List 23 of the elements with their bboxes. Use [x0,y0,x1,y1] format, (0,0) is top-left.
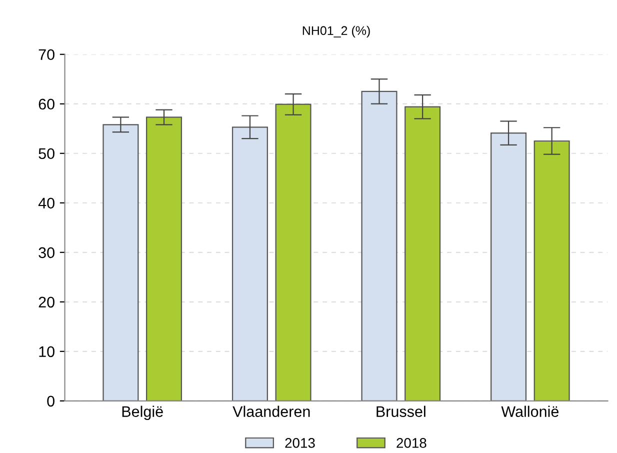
y-tick-label: 60 [38,98,54,110]
x-tick-label: België [122,406,163,420]
chart-title: NH01_2 (%) [302,26,370,38]
y-tick-label: 10 [39,346,54,358]
bar [490,132,527,401]
bar [275,104,312,401]
bar [232,126,268,401]
y-tick-label: 50 [38,148,54,160]
bar [404,106,441,401]
legend-label: 2018 [396,438,426,448]
bar [361,90,398,401]
x-tick-label: Vlaanderen [232,406,310,417]
x-tick-label: Wallonië [501,406,559,417]
y-tick-label: 20 [38,296,54,308]
bar [534,140,570,401]
y-tick-label: 0 [47,396,54,407]
y-tick-label: 40 [38,198,54,209]
x-tick-label: Brussel [376,406,426,417]
y-tick-label: 30 [38,247,54,258]
y-tick-label: 70 [38,49,54,60]
legend-label: 2013 [285,438,315,448]
bar [102,124,139,401]
bar [146,116,182,401]
